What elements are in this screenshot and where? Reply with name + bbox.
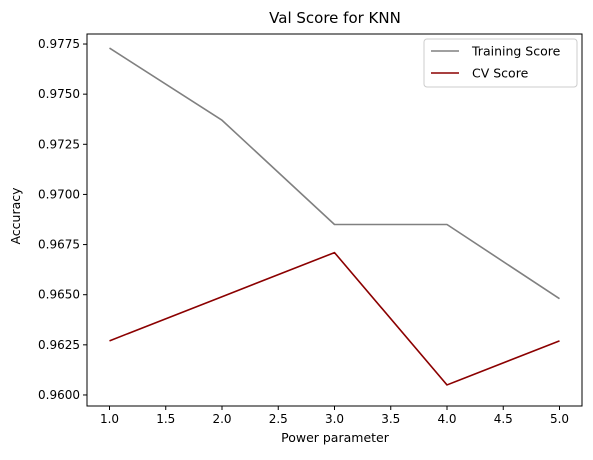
legend-label: Training Score [471,44,561,59]
y-tick-label: 0.9775 [38,37,80,51]
y-axis-ticks: 0.9600 0.9625 0.9650 0.9675 0.9700 0.9725 0.97… [38,37,87,402]
x-tick-label: 5.0 [550,412,569,426]
x-tick-label: 1.0 [100,412,119,426]
y-tick-label: 0.9700 [38,187,80,201]
x-axis-ticks: 1.0 1.5 2.0 2.5 3.0 3.5 4.0 4.5 5.0 [100,406,569,426]
plot-area [87,34,582,406]
chart-title: Val Score for KNN [269,9,401,27]
x-axis-label: Power parameter [281,430,390,445]
y-tick-label: 0.9675 [38,238,80,252]
x-tick-label: 3.0 [325,412,344,426]
y-tick-label: 0.9600 [38,388,80,402]
legend-label: CV Score [472,66,529,81]
y-tick-label: 0.9750 [38,87,80,101]
series-lines [109,48,559,385]
y-tick-label: 0.9625 [38,338,80,352]
series-line-cv-score [110,253,560,385]
y-tick-label: 0.9650 [38,288,80,302]
y-axis-label: Accuracy [8,187,23,245]
x-tick-label: 4.5 [494,412,513,426]
x-tick-label: 3.5 [381,412,400,426]
plot-frame [87,34,582,406]
y-tick-label: 0.9725 [38,137,80,151]
x-tick-label: 2.0 [212,412,231,426]
x-tick-label: 4.0 [437,412,456,426]
x-tick-label: 2.5 [269,412,288,426]
x-tick-label: 1.5 [156,412,175,426]
legend: Training Score CV Score [424,39,577,87]
